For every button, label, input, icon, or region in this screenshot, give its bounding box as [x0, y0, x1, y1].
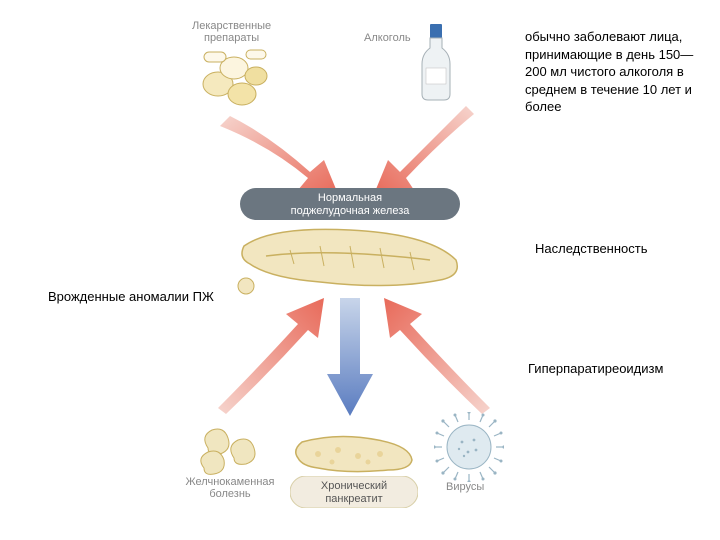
annot-hyperpara-text: Гиперпаратиреоидизм [528, 361, 663, 376]
svg-text:панкреатит: панкреатит [325, 493, 382, 505]
band-normal-pancreas: Нормальная поджелудочная железа [240, 188, 460, 220]
gallstones-icon [190, 418, 270, 478]
label-alcohol-text: Алкоголь [364, 32, 411, 44]
label-alcohol: Алкоголь [364, 32, 411, 44]
label-gallstone-text: Желчнокаменнаяболезнь [186, 476, 275, 500]
label-drugs: Лекарственныепрепараты [192, 20, 271, 44]
arrow-alcohol-down [366, 106, 476, 196]
annot-heredity-text: Наследственность [535, 241, 648, 256]
annot-heredity: Наследственность [535, 240, 648, 258]
annot-alcohol-note: обычно заболевают лица, принимающие в де… [525, 28, 710, 116]
virus-icon [434, 412, 504, 482]
normal-pancreas-illustration [230, 220, 470, 300]
annot-hyperparathyroidism: Гиперпаратиреоидизм [528, 360, 663, 378]
label-viruses-text: Вирусы [446, 481, 484, 493]
diagram-region: Лекарственныепрепараты Алкоголь Нормальн… [180, 10, 520, 530]
svg-text:Хронический: Хронический [321, 480, 387, 492]
svg-text:поджелудочная железа: поджелудочная железа [291, 205, 411, 217]
alcohol-icon [416, 24, 456, 102]
chronic-pancreas-illustration [288, 430, 418, 480]
band-chronic: Хронический панкреатит [290, 476, 418, 508]
label-drugs-text: Лекарственныепрепараты [192, 20, 271, 44]
label-viruses: Вирусы [446, 481, 484, 493]
label-gallstone: Желчнокаменнаяболезнь [182, 476, 278, 500]
annot-congenital-text: Врожденные аномалии ПЖ [48, 289, 214, 304]
annot-alcohol-note-text: обычно заболевают лица, принимающие в де… [525, 29, 693, 114]
svg-text:Нормальная: Нормальная [318, 192, 382, 204]
arrow-gallstone-up [212, 294, 332, 414]
annot-congenital: Врожденные аномалии ПЖ [48, 288, 214, 306]
arrow-drugs-down [220, 116, 350, 196]
drugs-icon [196, 44, 276, 114]
arrow-center-down [327, 298, 373, 418]
arrow-virus-up [376, 294, 496, 414]
